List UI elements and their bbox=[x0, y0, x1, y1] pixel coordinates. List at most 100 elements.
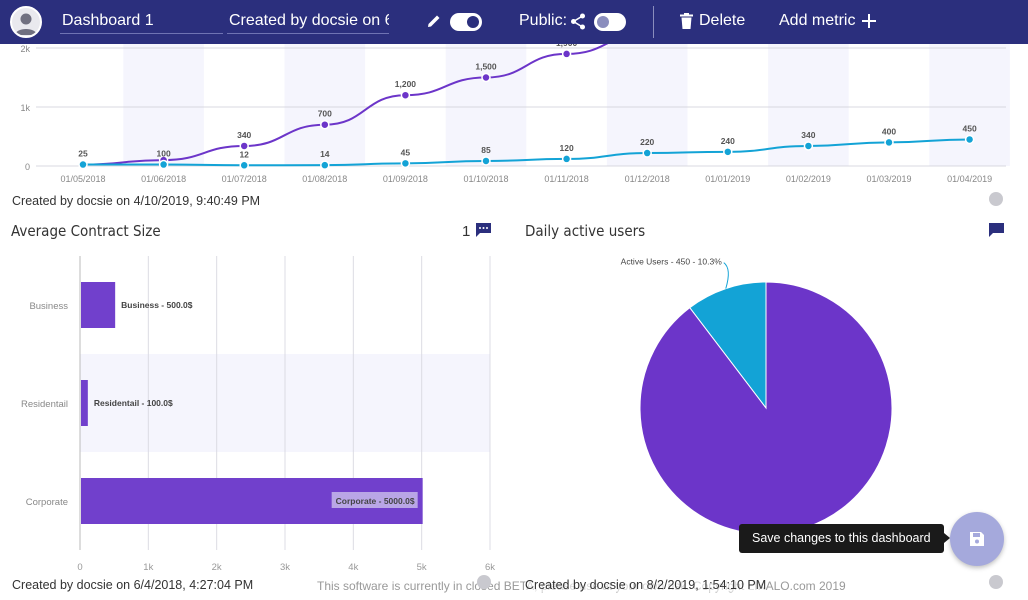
x-tick-label: 01/05/2018 bbox=[60, 174, 105, 184]
pie-slice-label: Active Users - 450 - 10.3% bbox=[621, 257, 723, 267]
data-label: 45 bbox=[401, 147, 411, 157]
data-point bbox=[481, 156, 491, 166]
pie-slice bbox=[639, 281, 893, 535]
comment-icon[interactable] bbox=[989, 223, 1004, 237]
floppy-disk-icon bbox=[970, 532, 984, 546]
data-label: 100 bbox=[157, 149, 171, 159]
data-label: 85 bbox=[481, 145, 491, 155]
data-point bbox=[158, 159, 169, 170]
series-line-0 bbox=[82, 44, 609, 166]
x-tick-label: 01/07/2018 bbox=[222, 174, 267, 184]
x-tick-label: 6k bbox=[485, 562, 495, 572]
column-band bbox=[929, 44, 1010, 166]
data-point bbox=[642, 148, 652, 158]
line-panel-delete-icon[interactable] bbox=[989, 192, 1003, 206]
x-tick-label: 01/01/2019 bbox=[705, 174, 750, 184]
x-tick-label: 01/04/2019 bbox=[947, 174, 992, 184]
category-label: Residentail bbox=[21, 399, 68, 410]
bar-panel-delete-icon[interactable] bbox=[477, 575, 491, 589]
category-label: Business bbox=[29, 301, 68, 312]
x-tick-label: 01/08/2018 bbox=[302, 174, 347, 184]
bar-label: Corporate - 5000.0$ bbox=[336, 496, 415, 506]
x-tick-label: 01/03/2019 bbox=[866, 174, 911, 184]
x-tick-label: 3k bbox=[280, 562, 290, 572]
save-dashboard-button[interactable] bbox=[950, 512, 1004, 566]
bar-label-bg bbox=[331, 492, 418, 508]
x-tick-label: 01/10/2018 bbox=[463, 174, 508, 184]
data-point bbox=[561, 154, 572, 164]
x-tick-label: 01/06/2018 bbox=[141, 174, 186, 184]
pie-slice bbox=[689, 281, 767, 410]
column-band bbox=[123, 44, 204, 166]
category-label: Corporate bbox=[26, 497, 68, 508]
data-point bbox=[239, 141, 249, 151]
data-label: 340 bbox=[237, 130, 251, 140]
data-point bbox=[884, 137, 894, 148]
column-band bbox=[284, 44, 366, 166]
pie-label-connector bbox=[723, 262, 729, 289]
data-point bbox=[481, 72, 491, 83]
data-point bbox=[239, 160, 249, 171]
comment-icon[interactable] bbox=[476, 223, 491, 237]
bar-label: Business - 500.0$ bbox=[121, 300, 193, 310]
x-tick-label: 01/12/2018 bbox=[625, 174, 670, 184]
save-tooltip: Save changes to this dashboard bbox=[739, 524, 950, 553]
x-tick-label: 01/11/2018 bbox=[544, 174, 588, 184]
x-tick-label: 5k bbox=[417, 562, 427, 572]
y-tick-label: 1k bbox=[20, 103, 30, 113]
x-tick-label: 01/02/2019 bbox=[786, 174, 831, 184]
public-label: Public: bbox=[519, 12, 568, 29]
data-point bbox=[964, 134, 975, 145]
bar-chart: 0 1k 2k 3k 4k 5k 6k Business Business - 500.0$ Re… bbox=[21, 256, 495, 572]
x-tick-label: 1k bbox=[143, 562, 153, 572]
data-point bbox=[723, 147, 733, 157]
avatar[interactable] bbox=[10, 6, 42, 38]
data-label: 340 bbox=[801, 130, 815, 140]
column-band bbox=[445, 44, 527, 166]
data-point bbox=[320, 119, 330, 130]
data-point bbox=[400, 158, 411, 169]
x-tick-label: 01/09/2018 bbox=[383, 174, 428, 184]
data-point bbox=[400, 90, 411, 100]
y-tick-label: 2k bbox=[20, 44, 30, 54]
data-label: 240 bbox=[721, 136, 735, 146]
edit-mode-toggle[interactable] bbox=[450, 13, 482, 31]
data-point bbox=[320, 160, 330, 170]
dashboard-description-input[interactable]: Created by docsie on 6 bbox=[227, 10, 389, 34]
x-tick-label: 2k bbox=[212, 562, 222, 572]
data-label: 1,200 bbox=[395, 79, 417, 89]
data-label: 1,900 bbox=[556, 44, 578, 48]
trash-icon bbox=[680, 13, 693, 29]
bar-panel-title: Average Contract Size bbox=[11, 222, 161, 240]
data-label: 14 bbox=[320, 149, 330, 159]
data-point bbox=[561, 49, 572, 59]
plus-icon bbox=[862, 14, 876, 28]
bar-label: Residentail - 100.0$ bbox=[94, 398, 173, 408]
column-band bbox=[606, 44, 688, 166]
bar bbox=[81, 380, 88, 426]
data-label: 450 bbox=[963, 123, 977, 133]
public-toggle[interactable] bbox=[594, 13, 626, 31]
user-avatar-icon bbox=[15, 13, 37, 35]
add-metric-label: Add metric bbox=[779, 12, 856, 29]
y-tick-label: 0 bbox=[25, 162, 30, 172]
pie-panel-caption: Created by docsie on 8/2/2019, 1:54:10 P… bbox=[525, 578, 767, 592]
data-label: 400 bbox=[882, 126, 896, 136]
data-label: 220 bbox=[640, 137, 654, 147]
data-label: 1,500 bbox=[475, 62, 497, 72]
data-point bbox=[803, 141, 814, 151]
delete-label: Delete bbox=[699, 12, 746, 29]
data-label: 700 bbox=[318, 109, 332, 119]
data-point bbox=[78, 159, 88, 170]
pie-panel-delete-icon[interactable] bbox=[989, 575, 1003, 589]
bar-panel-caption: Created by docsie on 6/4/2018, 4:27:04 P… bbox=[12, 578, 254, 592]
pencil-icon[interactable] bbox=[426, 13, 442, 29]
dashboard-name-input[interactable]: Dashboard 1 bbox=[60, 10, 223, 34]
data-label: 120 bbox=[560, 143, 574, 153]
bar-panel-comment-count: 1 bbox=[462, 223, 471, 240]
x-tick-label: 4k bbox=[348, 562, 358, 572]
share-icon bbox=[571, 13, 585, 30]
pie-chart: Active Users - 450 - 10.3% bbox=[621, 257, 893, 535]
topbar-divider bbox=[653, 6, 654, 38]
line-panel-caption: Created by docsie on 4/10/2019, 9:40:49 … bbox=[12, 194, 261, 208]
